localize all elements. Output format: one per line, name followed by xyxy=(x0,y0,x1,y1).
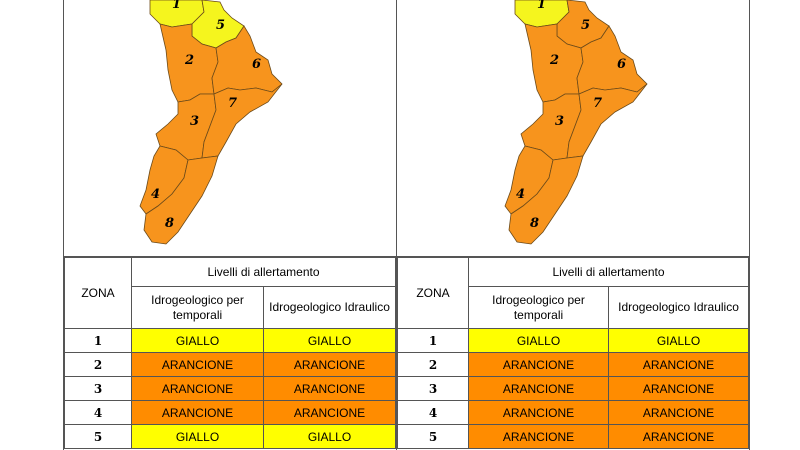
level-cell: ARANCIONE xyxy=(608,376,749,401)
calabria-map-right: 1 5 2 6 7 3 4 8 xyxy=(397,0,749,257)
zona-number: 3 xyxy=(64,376,132,401)
zona-number: 5 xyxy=(397,424,469,449)
zona-number: 1 xyxy=(64,328,132,353)
levels-header: Livelli di allertamento xyxy=(468,257,749,287)
zona-number: 4 xyxy=(64,400,132,425)
map-label-3: 3 xyxy=(190,114,199,129)
level-cell: ARANCIONE xyxy=(263,400,396,425)
alert-panel-left: 1 5 2 6 7 3 4 8 ZONA Livelli di allertam… xyxy=(63,0,397,450)
map-zone-7 xyxy=(566,83,648,159)
map-label-5: 5 xyxy=(216,18,225,33)
zona-number: 2 xyxy=(64,352,132,377)
level-cell: ARANCIONE xyxy=(263,352,396,377)
map-label-8: 8 xyxy=(530,216,539,231)
map-label-4: 4 xyxy=(516,187,525,202)
map-label-6: 6 xyxy=(617,57,626,72)
level-cell: ARANCIONE xyxy=(468,400,609,425)
map-label-3: 3 xyxy=(555,114,564,129)
zona-number: 1 xyxy=(397,328,469,353)
table-row: 4 ARANCIONE ARANCIONE xyxy=(397,400,749,425)
level-cell: GIALLO xyxy=(263,328,396,353)
zone-map-right: 1 5 2 6 7 3 4 8 xyxy=(504,0,648,245)
table-row: 5 GIALLO GIALLO xyxy=(64,424,396,449)
table-row: 1 GIALLO GIALLO xyxy=(64,328,396,353)
map-label-4: 4 xyxy=(151,187,160,202)
level-cell: GIALLO xyxy=(131,424,264,449)
zona-number: 3 xyxy=(397,376,469,401)
zona-header: ZONA xyxy=(64,257,132,329)
col-header-temporali: Idrogeologico per temporali xyxy=(468,286,609,329)
level-cell: ARANCIONE xyxy=(131,376,264,401)
alert-table-left: ZONA Livelli di allertamento Idrogeologi… xyxy=(64,257,396,449)
map-label-2: 2 xyxy=(549,53,559,68)
zona-number: 2 xyxy=(397,352,469,377)
calabria-map-left: 1 5 2 6 7 3 4 8 xyxy=(64,0,396,257)
map-label-2: 2 xyxy=(184,53,194,68)
levels-header: Livelli di allertamento xyxy=(131,257,396,287)
level-cell: ARANCIONE xyxy=(131,400,264,425)
table-row: 1 GIALLO GIALLO xyxy=(397,328,749,353)
col-header-temporali: Idrogeologico per temporali xyxy=(131,286,264,329)
map-label-1: 1 xyxy=(172,0,181,12)
map-label-8: 8 xyxy=(165,216,174,231)
zona-number: 4 xyxy=(397,400,469,425)
map-label-7: 7 xyxy=(228,96,237,111)
level-cell: ARANCIONE xyxy=(131,352,264,377)
map-zone-8 xyxy=(143,155,219,245)
zona-header: ZONA xyxy=(397,257,469,329)
table-row: 3 ARANCIONE ARANCIONE xyxy=(397,376,749,401)
table-row: 2 ARANCIONE ARANCIONE xyxy=(64,352,396,377)
map-label-6: 6 xyxy=(252,57,261,72)
col-header-idraulico: Idrogeologico Idraulico xyxy=(263,286,396,329)
table-row: 4 ARANCIONE ARANCIONE xyxy=(64,400,396,425)
level-cell: ARANCIONE xyxy=(608,400,749,425)
level-cell: ARANCIONE xyxy=(608,352,749,377)
level-cell: GIALLO xyxy=(131,328,264,353)
level-cell: ARANCIONE xyxy=(608,424,749,449)
col-header-idraulico: Idrogeologico Idraulico xyxy=(608,286,749,329)
level-cell: GIALLO xyxy=(468,328,609,353)
map-label-7: 7 xyxy=(593,96,602,111)
level-cell: GIALLO xyxy=(608,328,749,353)
map-zone-7 xyxy=(201,83,283,159)
map-label-5: 5 xyxy=(581,18,590,33)
level-cell: GIALLO xyxy=(263,424,396,449)
level-cell: ARANCIONE xyxy=(468,424,609,449)
map-zone-8 xyxy=(508,155,584,245)
table-row: 2 ARANCIONE ARANCIONE xyxy=(397,352,749,377)
level-cell: ARANCIONE xyxy=(263,376,396,401)
level-cell: ARANCIONE xyxy=(468,376,609,401)
zona-number: 5 xyxy=(64,424,132,449)
level-cell: ARANCIONE xyxy=(468,352,609,377)
table-row: 3 ARANCIONE ARANCIONE xyxy=(64,376,396,401)
alert-table-right: ZONA Livelli di allertamento Idrogeologi… xyxy=(397,257,749,449)
table-row: 5 ARANCIONE ARANCIONE xyxy=(397,424,749,449)
zone-map-left: 1 5 2 6 7 3 4 8 xyxy=(139,0,283,245)
alert-panel-right: 1 5 2 6 7 3 4 8 ZONA Livelli di allertam… xyxy=(396,0,750,450)
map-label-1: 1 xyxy=(537,0,546,12)
